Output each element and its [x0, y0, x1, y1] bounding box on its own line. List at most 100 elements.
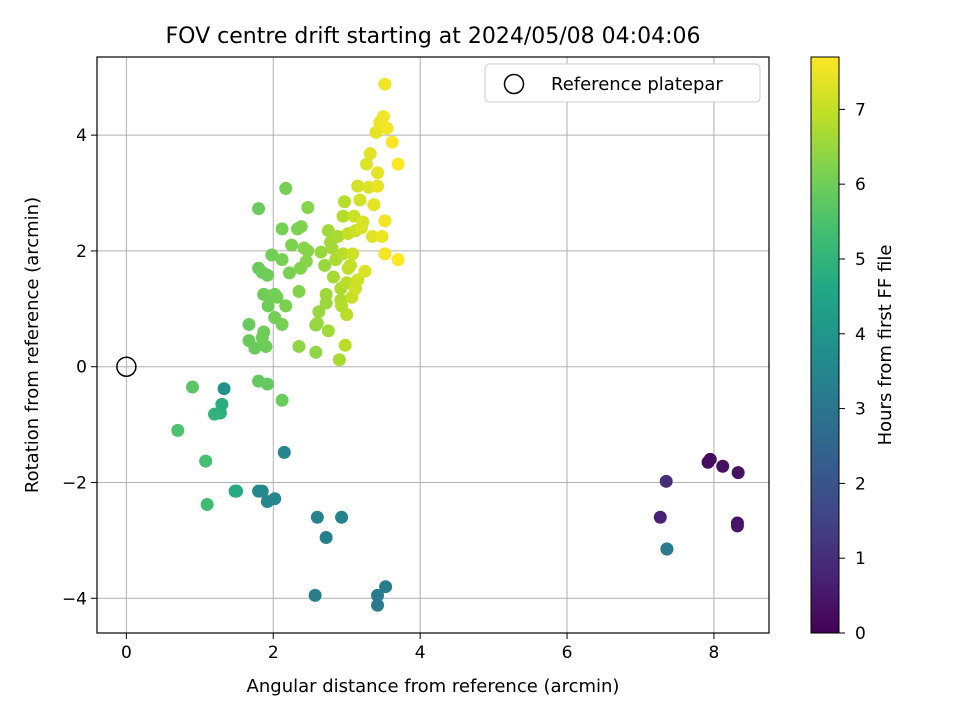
data-point — [301, 201, 315, 215]
colorbar-label: Hours from first FF file — [875, 245, 896, 446]
plot-frame — [96, 56, 770, 634]
data-point — [378, 77, 392, 91]
data-point — [228, 484, 242, 498]
data-point — [325, 241, 339, 255]
data-point — [242, 317, 256, 331]
data-point — [185, 380, 199, 394]
data-point — [338, 195, 352, 209]
data-point — [378, 214, 392, 228]
colorbar-tick-label: 4 — [855, 325, 866, 345]
x-axis-label: Angular distance from reference (arcmin) — [247, 676, 620, 697]
plot-area — [96, 56, 770, 634]
data-point — [365, 229, 379, 243]
x-tick-label: 0 — [121, 643, 132, 663]
data-point — [314, 245, 328, 259]
legend-label-reference: Reference platepar — [551, 74, 723, 95]
colorbar-gradient — [810, 56, 840, 634]
legend: Reference platepar — [484, 63, 761, 103]
data-point — [312, 305, 326, 319]
colorbar-tick-label: 5 — [855, 250, 866, 270]
data-point — [332, 353, 346, 367]
data-point — [660, 542, 674, 556]
colorbar-tick-label: 7 — [855, 100, 866, 120]
colorbar-tick-label: 6 — [855, 175, 866, 195]
colorbar-tick-label: 1 — [855, 549, 866, 569]
data-point — [369, 125, 383, 139]
legend-marker-reference — [503, 73, 525, 95]
x-tick-label: 2 — [268, 643, 279, 663]
data-point — [260, 377, 274, 391]
data-point — [375, 229, 389, 243]
data-point — [242, 334, 256, 348]
data-point — [358, 264, 372, 278]
data-point — [208, 407, 222, 421]
data-point — [310, 510, 324, 524]
data-point — [319, 296, 333, 310]
data-point — [277, 445, 291, 459]
data-point — [255, 331, 269, 345]
colorbar-tick-label: 0 — [855, 624, 866, 644]
data-point — [340, 308, 354, 322]
data-point — [351, 273, 365, 287]
data-point — [343, 258, 357, 272]
data-point — [252, 484, 266, 498]
colorbar: 0 1 2 3 4 5 6 7 Hours from first FF file — [810, 56, 896, 644]
data-point — [285, 238, 299, 252]
data-point — [310, 316, 324, 330]
data-point — [326, 270, 340, 284]
data-point — [379, 580, 393, 594]
chart-title: FOV centre drift starting at 2024/05/08 … — [166, 24, 701, 49]
data-point — [318, 258, 332, 272]
data-point — [279, 299, 293, 313]
data-point — [385, 135, 399, 149]
data-point — [260, 268, 274, 282]
data-point — [336, 247, 350, 261]
data-point — [378, 247, 392, 261]
data-point — [367, 198, 381, 212]
data-point — [200, 497, 214, 511]
data-point — [275, 253, 289, 267]
data-point — [260, 495, 274, 509]
x-tick-label: 6 — [562, 643, 573, 663]
data-point — [701, 455, 715, 469]
data-point — [275, 222, 289, 236]
data-point — [363, 147, 377, 161]
y-axis: −4 −2 0 2 4 — [62, 126, 97, 609]
y-tick-label: −2 — [62, 473, 87, 493]
data-point — [261, 299, 275, 313]
data-point — [292, 284, 306, 298]
data-point — [217, 382, 231, 396]
data-point — [346, 247, 360, 261]
data-point — [353, 193, 367, 207]
data-point — [301, 244, 315, 258]
data-point — [275, 393, 289, 407]
data-point — [294, 220, 308, 234]
x-tick-label: 8 — [709, 643, 720, 663]
data-point — [309, 345, 323, 359]
data-point — [171, 423, 185, 437]
colorbar-ticks: 0 1 2 3 4 5 6 7 — [839, 100, 866, 644]
data-point — [371, 166, 385, 180]
data-point — [716, 459, 730, 473]
grid-lines — [97, 57, 769, 633]
data-point — [299, 254, 313, 268]
data-point — [376, 110, 390, 124]
data-point — [335, 510, 349, 524]
data-point — [270, 290, 284, 304]
data-point — [321, 324, 335, 338]
data-point — [319, 530, 333, 544]
data-point — [292, 339, 306, 353]
reference-platepar-marker — [116, 356, 137, 377]
y-axis-label: Rotation from reference (arcmin) — [22, 197, 43, 493]
data-point — [321, 224, 335, 238]
legend-box — [484, 63, 761, 103]
x-tick-label: 4 — [415, 643, 426, 663]
data-point — [336, 209, 350, 223]
data-point — [731, 466, 745, 480]
data-point — [371, 598, 385, 612]
data-point — [351, 179, 365, 193]
data-point — [659, 474, 673, 488]
data-point — [380, 121, 394, 135]
data-point — [356, 215, 370, 229]
